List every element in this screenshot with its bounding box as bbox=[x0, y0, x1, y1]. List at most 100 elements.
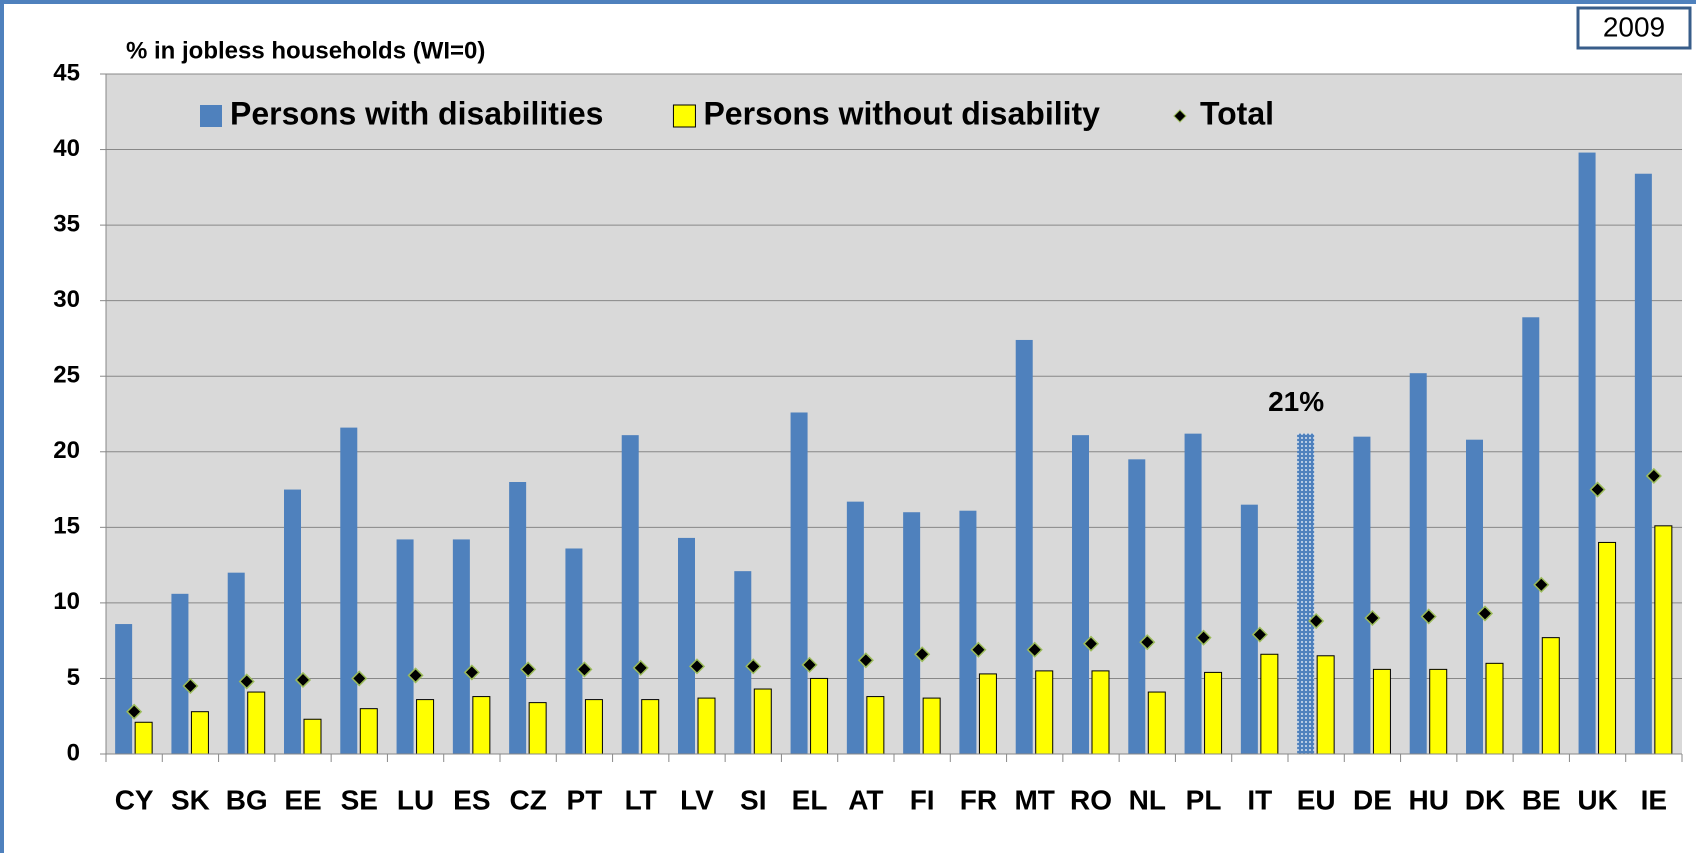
x-tick-label: EL bbox=[792, 784, 828, 815]
bar bbox=[359, 708, 378, 755]
bar bbox=[1634, 173, 1652, 754]
bar bbox=[1184, 433, 1202, 754]
x-tick-label: LT bbox=[625, 784, 657, 815]
x-tick-label: LV bbox=[680, 784, 714, 815]
bar bbox=[1485, 662, 1504, 755]
x-tick-label: DE bbox=[1353, 784, 1392, 815]
bar bbox=[697, 697, 716, 755]
bar bbox=[1466, 439, 1483, 754]
bar bbox=[416, 699, 435, 755]
total-marker bbox=[914, 646, 931, 663]
bar bbox=[115, 624, 133, 754]
bar bbox=[1598, 541, 1617, 755]
total-marker bbox=[1308, 612, 1325, 630]
total-marker bbox=[238, 673, 255, 690]
y-tick-label: 40 bbox=[53, 135, 80, 162]
total-marker bbox=[126, 703, 143, 720]
x-tick-label: IE bbox=[1641, 784, 1667, 815]
total-marker bbox=[1589, 481, 1606, 498]
total-marker bbox=[970, 641, 987, 658]
bar bbox=[678, 537, 695, 754]
x-tick-label: CZ bbox=[509, 784, 546, 815]
bar bbox=[621, 435, 639, 754]
total-marker bbox=[182, 677, 199, 695]
total-marker bbox=[1364, 609, 1381, 627]
x-tick-label: MT bbox=[1014, 784, 1054, 815]
y-tick-label: 30 bbox=[53, 286, 80, 313]
bar bbox=[846, 501, 864, 754]
bar bbox=[978, 673, 997, 755]
x-tick-label: BE bbox=[1522, 784, 1561, 815]
total-marker bbox=[632, 659, 649, 676]
x-tick-label: SI bbox=[740, 784, 766, 815]
legend-label: Persons without disability bbox=[703, 95, 1100, 131]
x-tick-label: IT bbox=[1247, 784, 1272, 815]
x-tick-label: SE bbox=[341, 784, 378, 815]
bar bbox=[866, 696, 885, 755]
bar bbox=[790, 412, 808, 754]
bar bbox=[1578, 152, 1596, 755]
bar bbox=[509, 482, 527, 754]
y-tick-label: 20 bbox=[53, 437, 80, 464]
legend-swatch bbox=[672, 104, 696, 128]
total-marker bbox=[463, 664, 480, 681]
bar bbox=[1015, 339, 1033, 754]
total-marker bbox=[688, 658, 706, 675]
x-tick-label: NL bbox=[1129, 784, 1166, 815]
x-tick-label: AT bbox=[848, 784, 883, 815]
bar bbox=[134, 721, 153, 755]
total-marker bbox=[1476, 605, 1494, 622]
y-tick-label: 10 bbox=[53, 588, 80, 615]
x-tick-label: FR bbox=[960, 784, 997, 815]
x-tick-label: HU bbox=[1408, 784, 1448, 815]
total-marker bbox=[745, 658, 762, 675]
bar bbox=[641, 699, 660, 755]
total-marker bbox=[1533, 576, 1550, 593]
legend-label: Persons with disabilities bbox=[230, 95, 603, 131]
total-marker bbox=[1026, 641, 1043, 658]
bar bbox=[1240, 504, 1258, 754]
y-axis-label: % in jobless households (WI=0) bbox=[126, 37, 485, 64]
bar bbox=[1204, 671, 1223, 755]
year-label: 2009 bbox=[1603, 11, 1665, 42]
bar bbox=[1541, 637, 1560, 755]
total-marker bbox=[351, 670, 368, 687]
year-box bbox=[1576, 6, 1692, 50]
legend-label: Total bbox=[1200, 95, 1274, 131]
bar bbox=[472, 696, 491, 755]
annotation: 21% bbox=[1268, 386, 1324, 417]
x-tick-label: FI bbox=[910, 784, 935, 815]
bar bbox=[959, 510, 977, 754]
legend-swatch bbox=[200, 105, 222, 127]
bar bbox=[903, 512, 921, 754]
x-tick-label: EU bbox=[1297, 784, 1336, 815]
y-tick-label: 45 bbox=[53, 59, 80, 86]
bar bbox=[565, 548, 583, 754]
x-tick-label: RO bbox=[1070, 784, 1112, 815]
bar bbox=[1353, 436, 1371, 754]
bar bbox=[1072, 435, 1089, 754]
bar bbox=[340, 427, 358, 754]
legend-marker bbox=[1173, 109, 1187, 123]
y-tick-label: 5 bbox=[67, 664, 80, 691]
total-marker bbox=[1251, 626, 1268, 643]
total-marker bbox=[407, 667, 424, 684]
bar bbox=[1522, 317, 1540, 754]
bar bbox=[584, 699, 603, 755]
x-tick-label: ES bbox=[453, 784, 490, 815]
bar bbox=[922, 697, 941, 755]
bar bbox=[753, 688, 772, 755]
bar bbox=[528, 702, 547, 755]
bar bbox=[1297, 433, 1315, 754]
bar bbox=[810, 677, 829, 755]
bar bbox=[1654, 525, 1673, 755]
total-marker bbox=[294, 671, 312, 689]
x-tick-label: BG bbox=[226, 784, 268, 815]
total-marker bbox=[576, 661, 593, 678]
x-tick-label: PL bbox=[1186, 784, 1222, 815]
x-tick-label: SK bbox=[171, 784, 210, 815]
bar bbox=[1429, 668, 1448, 755]
x-tick-label: UK bbox=[1577, 784, 1617, 815]
bar bbox=[303, 718, 322, 755]
